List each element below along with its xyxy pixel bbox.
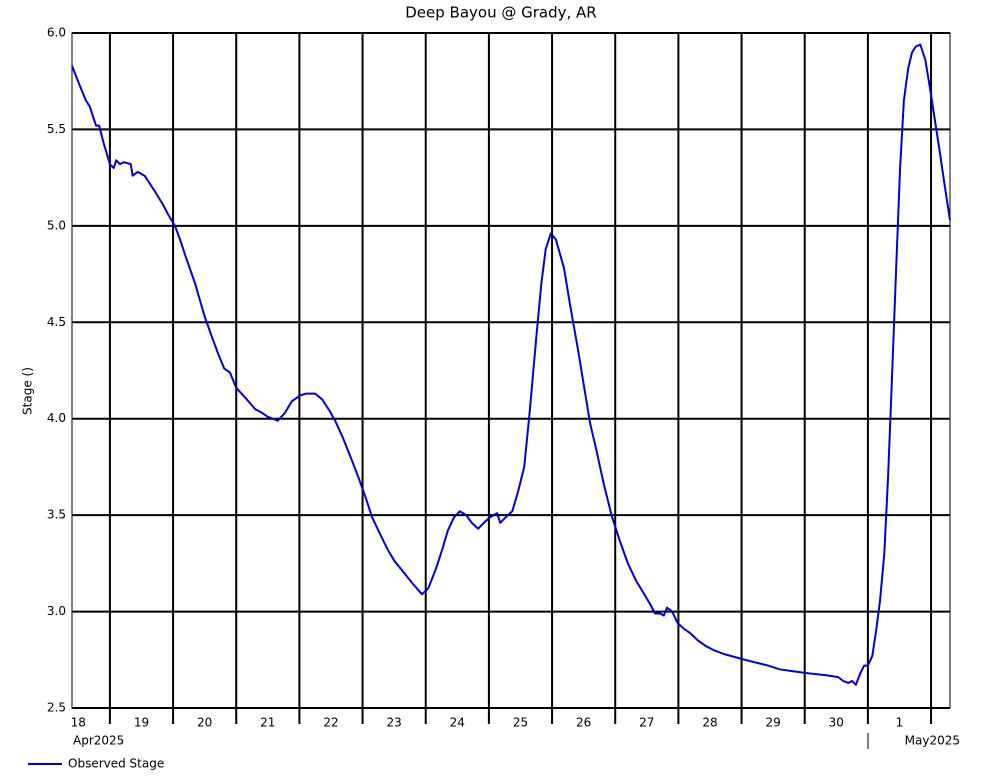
y-tick-label: 3.5 xyxy=(47,508,66,522)
x-tick-label: 19 xyxy=(134,716,149,730)
x-tick-label: 24 xyxy=(450,716,465,730)
y-tick-label: 5.5 xyxy=(47,122,66,136)
x-tick-label: 30 xyxy=(829,716,844,730)
y-tick-label: 6.0 xyxy=(47,26,66,40)
x-tick-label: 26 xyxy=(576,716,591,730)
legend-label: Observed Stage xyxy=(68,757,164,771)
y-axis-label: Stage () xyxy=(21,367,35,415)
month-label: May2025 xyxy=(905,734,960,748)
data-line xyxy=(71,43,951,686)
y-tick-label: 4.5 xyxy=(47,315,66,329)
y-tick-label: 3.0 xyxy=(47,604,66,618)
y-tick-label: 2.5 xyxy=(47,701,66,715)
plot-frame xyxy=(71,32,951,709)
x-tick-label: 22 xyxy=(323,716,338,730)
y-tick-label: 4.0 xyxy=(47,411,66,425)
x-tick-label: 1 xyxy=(896,716,904,730)
month-label: Apr2025 xyxy=(73,734,124,748)
x-tick-label: 28 xyxy=(702,716,717,730)
x-tick-label: 18 xyxy=(71,716,86,730)
x-tick-label: 20 xyxy=(197,716,212,730)
x-tick-label: 27 xyxy=(639,716,654,730)
x-tick-label: 23 xyxy=(387,716,402,730)
legend: Observed Stage xyxy=(28,757,164,771)
x-tick-label: 29 xyxy=(765,716,780,730)
x-tick-label: 21 xyxy=(260,716,275,730)
x-tick-label: 25 xyxy=(513,716,528,730)
y-tick-label: 5.0 xyxy=(47,218,66,232)
chart-title: Deep Bayou @ Grady, AR xyxy=(405,4,596,22)
